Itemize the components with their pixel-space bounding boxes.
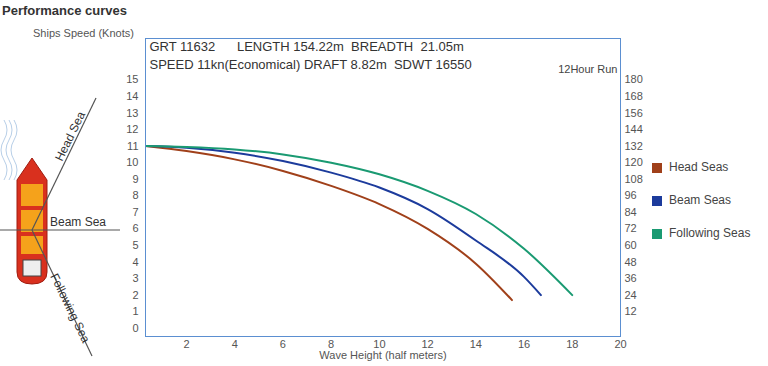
svg-text:108: 108	[625, 173, 643, 185]
html-text:Ships Speed (Knots): Ships Speed (Knots)	[33, 27, 134, 39]
svg-text:48: 48	[625, 256, 637, 268]
svg-text:72: 72	[625, 222, 637, 234]
svg-text:120: 120	[625, 156, 643, 168]
svg-text:3: 3	[132, 272, 138, 284]
svg-text:180: 180	[625, 73, 643, 85]
svg-text:11: 11	[127, 140, 138, 152]
svg-text:8: 8	[132, 189, 138, 201]
html-text:Following Seas: Following Seas	[669, 226, 751, 240]
svg-text:Wave Height (half meters): Wave Height (half meters)	[319, 349, 446, 361]
svg-text:0: 0	[132, 322, 138, 334]
svg-text:12: 12	[126, 123, 138, 135]
svg-text:24: 24	[625, 289, 637, 301]
svg-text:2: 2	[132, 289, 138, 301]
svg-text:8: 8	[328, 338, 335, 351]
svg-text:SPEED 11kn(Economical) DRAFT 8: SPEED 11kn(Economical) DRAFT 8.82m SDWT …	[150, 57, 472, 72]
svg-text:10: 10	[126, 156, 138, 168]
html-text:Performance curves: Performance curves	[2, 3, 127, 18]
svg-text:18: 18	[566, 338, 578, 350]
svg-text:12: 12	[625, 305, 637, 317]
svg-text:13: 13	[126, 107, 138, 119]
svg-text:96: 96	[625, 189, 637, 201]
svg-text:20: 20	[614, 338, 626, 350]
svg-text:12: 12	[421, 338, 434, 351]
svg-text:12Hour Run: 12Hour Run	[558, 63, 617, 75]
svg-text:7: 7	[132, 206, 138, 218]
svg-text:60: 60	[625, 239, 637, 251]
svg-text:9: 9	[132, 173, 138, 185]
svg-text:Head Sea: Head Sea	[52, 109, 88, 163]
svg-text:132: 132	[625, 140, 643, 152]
svg-text:156: 156	[625, 107, 643, 119]
svg-text:Following Sea: Following Sea	[47, 271, 93, 345]
svg-text:14: 14	[126, 90, 138, 102]
svg-text:Beam Sea: Beam Sea	[50, 215, 106, 229]
svg-text:4: 4	[132, 256, 138, 268]
svg-text:1: 1	[132, 305, 138, 317]
svg-text:6: 6	[280, 338, 286, 350]
svg-text:168: 168	[625, 90, 643, 102]
html-text:Head Seas: Head Seas	[669, 160, 729, 174]
svg-text:4: 4	[232, 338, 238, 350]
svg-text:10: 10	[373, 338, 386, 351]
svg-text:84: 84	[625, 206, 637, 218]
svg-text:36: 36	[625, 272, 637, 284]
svg-text:15: 15	[126, 73, 138, 85]
svg-text:GRT 11632 LENGTH 154.22m: GRT 11632 LENGTH 154.22m BREADTH 21.05m	[150, 39, 464, 54]
svg-text:6: 6	[132, 222, 138, 234]
svg-text:5: 5	[132, 239, 138, 251]
svg-text:2: 2	[183, 338, 189, 350]
svg-text:16: 16	[518, 338, 530, 350]
svg-text:144: 144	[625, 123, 643, 135]
svg-text:14: 14	[470, 338, 482, 350]
html-text:Beam Seas: Beam Seas	[669, 193, 731, 207]
